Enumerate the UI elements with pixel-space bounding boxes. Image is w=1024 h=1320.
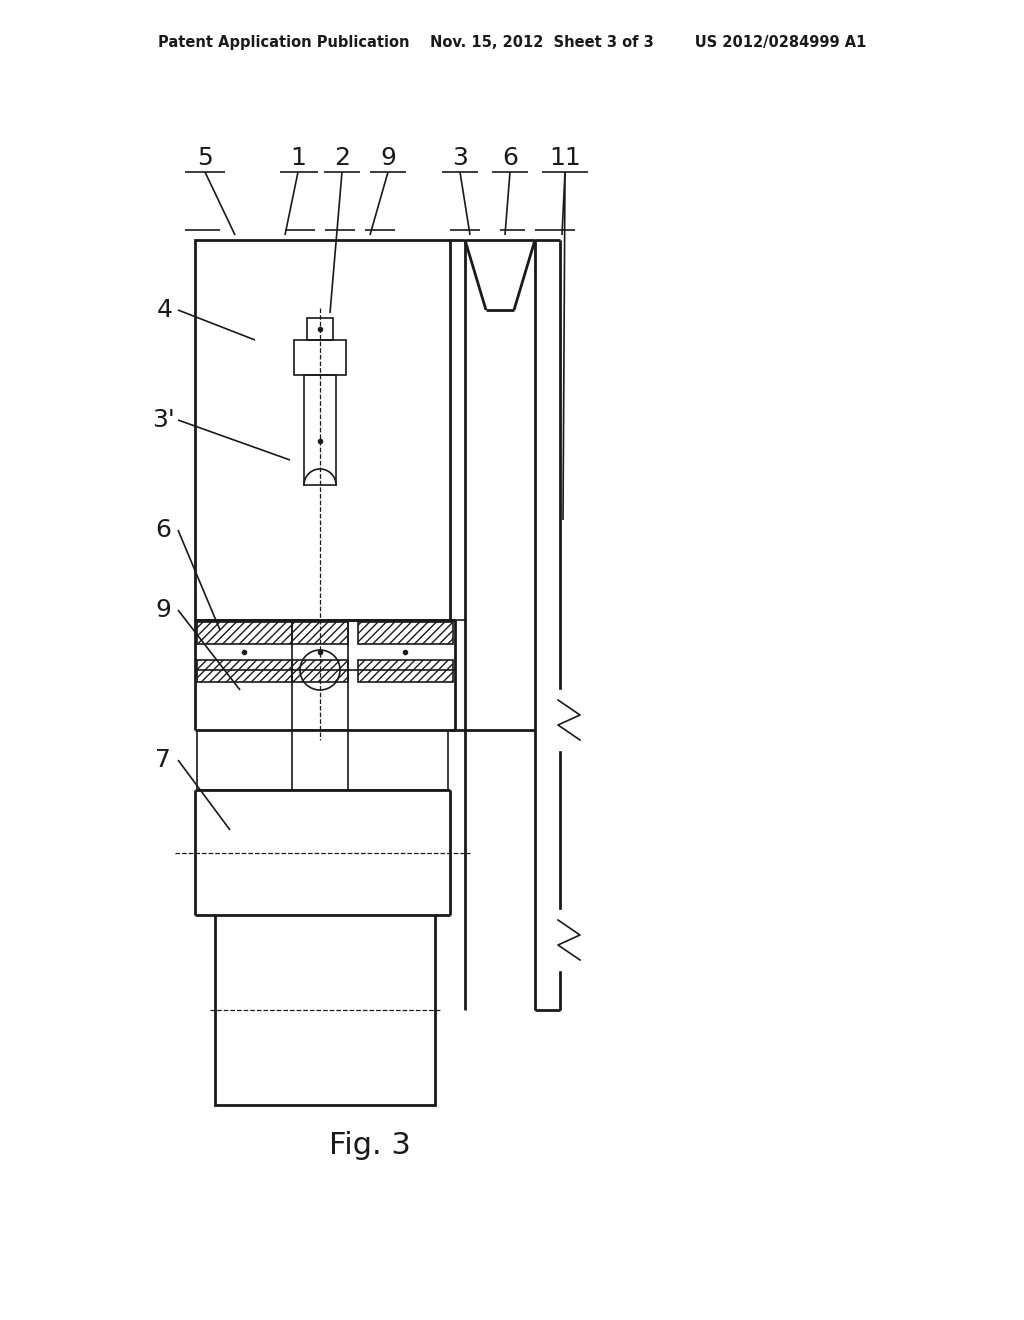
- Bar: [292, 660, 348, 682]
- Text: 2: 2: [334, 147, 350, 170]
- Text: 7: 7: [155, 748, 171, 772]
- Text: 11: 11: [549, 147, 581, 170]
- Text: 9: 9: [380, 147, 396, 170]
- Bar: [358, 660, 453, 682]
- Text: 3': 3': [152, 408, 174, 432]
- Bar: [197, 660, 292, 682]
- Bar: [358, 622, 453, 644]
- Bar: [307, 318, 333, 341]
- Text: 4: 4: [157, 298, 173, 322]
- Bar: [195, 240, 450, 620]
- Text: 1: 1: [290, 147, 306, 170]
- Text: Patent Application Publication    Nov. 15, 2012  Sheet 3 of 3        US 2012/028: Patent Application Publication Nov. 15, …: [158, 34, 866, 49]
- Text: 6: 6: [155, 517, 171, 543]
- Text: 9: 9: [155, 598, 171, 622]
- Bar: [294, 341, 346, 375]
- Bar: [292, 730, 348, 789]
- Text: 3: 3: [452, 147, 468, 170]
- Text: 5: 5: [198, 147, 213, 170]
- Bar: [304, 375, 336, 484]
- Bar: [215, 915, 435, 1105]
- Bar: [197, 622, 292, 644]
- Bar: [292, 622, 348, 644]
- Text: 6: 6: [502, 147, 518, 170]
- Text: Fig. 3: Fig. 3: [329, 1130, 411, 1159]
